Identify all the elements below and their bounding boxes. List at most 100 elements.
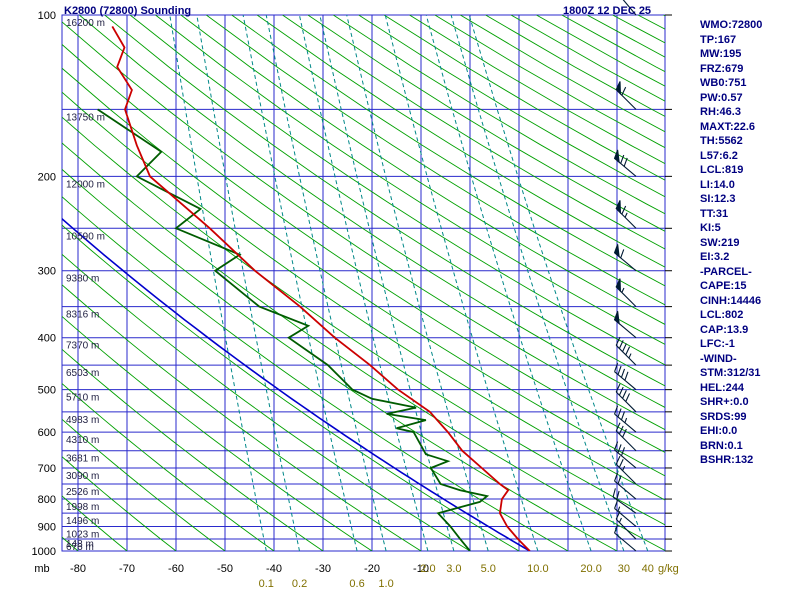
barb-pennant <box>613 244 620 258</box>
dry-adiabat-line <box>307 15 665 232</box>
barb-full <box>625 346 631 356</box>
stat-line: SI:12.3 <box>700 193 736 205</box>
barb-staff <box>614 480 637 500</box>
stat-line: KI:5 <box>700 222 721 234</box>
stat-line: BRN:0.1 <box>700 439 743 452</box>
pressure-tick-label: 700 <box>38 463 56 475</box>
stat-line: L57:6.2 <box>700 149 738 162</box>
barb-pennant <box>615 81 622 96</box>
wind-barb <box>615 200 637 229</box>
barb-staff <box>614 449 637 469</box>
stat-line: LFC:-1 <box>700 338 735 350</box>
stat-line: SHR+:0.0 <box>700 396 749 408</box>
dry-adiabat-line <box>62 196 569 551</box>
temp-tick-label: -80 <box>70 563 86 575</box>
dry-adiabat-line <box>155 15 665 345</box>
barb-half <box>617 506 621 512</box>
wind-barb <box>615 81 637 110</box>
height-label: 8316 m <box>66 310 99 321</box>
temp-tick-label: -60 <box>168 563 184 575</box>
barb-staff <box>612 496 637 514</box>
stat-line: EHI:0.0 <box>700 425 738 437</box>
dry-adiabats <box>62 15 665 551</box>
mixing-ratio-lines <box>169 15 649 551</box>
barb-full <box>615 455 621 465</box>
wind-barb <box>613 244 637 272</box>
mixing-ratio-label: 30 <box>618 563 630 575</box>
plot-clipped-layers <box>62 15 665 551</box>
barb-full <box>618 340 624 349</box>
pressure-tick-label: 1000 <box>32 546 56 558</box>
wind-barb <box>613 311 637 339</box>
barb-full <box>615 422 621 432</box>
stat-line: CINH:14446 <box>700 294 762 307</box>
barb-full <box>614 363 619 372</box>
mixing-ratio-line <box>242 15 358 551</box>
barb-staff <box>615 518 637 540</box>
barb-full <box>617 444 622 454</box>
temp-tick-label: -50 <box>217 563 233 575</box>
dry-adiabat-line <box>256 15 665 268</box>
barb-half <box>624 417 628 423</box>
height-label: 1023 m <box>66 529 99 540</box>
dry-adiabat-line <box>62 315 373 551</box>
barb-full <box>617 408 622 418</box>
height-label: 12000 m <box>66 179 105 190</box>
temperature-axis: -80 -70 -60 -50 -40 -30 -20 -10 <box>70 563 429 575</box>
mixing-ratio-line <box>196 15 300 551</box>
mixing-ratio-line <box>468 15 649 551</box>
barb-full <box>612 488 616 498</box>
barb-half <box>622 465 626 471</box>
stat-line: LI:14.0 <box>700 178 735 191</box>
height-label: 1998 m <box>66 502 99 513</box>
dry-adiabat-line <box>62 91 665 501</box>
pressure-tick-label: 400 <box>38 333 56 345</box>
barb-full <box>622 428 627 438</box>
wind-barb <box>622 0 637 16</box>
barb-pennant <box>613 149 620 164</box>
height-label: 3681 m <box>66 454 99 465</box>
height-label: 676 m <box>66 542 94 553</box>
mixing-ratio-axis: 2.0 3.0 5.0 10.0 20.0 30 40 0.1 0.2 0.6 1.0 g/kg <box>259 563 679 590</box>
stat-line: -PARCEL- <box>700 265 752 278</box>
pressure-unit-label: mb <box>34 563 49 575</box>
pressure-tick-label: 500 <box>38 385 56 397</box>
barb-half <box>628 353 632 359</box>
wind-barb <box>615 422 637 452</box>
mixing-ratio-line <box>384 15 539 551</box>
barb-full <box>625 393 631 402</box>
mixing-ratio-label: 20.0 <box>580 563 601 575</box>
mixing-ratio-line <box>265 15 387 551</box>
barb-full <box>617 365 622 375</box>
barb-staff <box>615 463 637 485</box>
barb-full <box>622 343 627 352</box>
wind-barb <box>613 149 637 177</box>
dewpoint-trace <box>97 108 490 551</box>
dry-adiabat-line <box>62 284 422 551</box>
height-label: 3090 m <box>66 471 99 482</box>
pressure-tick-label: 600 <box>38 427 56 439</box>
barb-full <box>620 447 626 456</box>
wind-barb <box>615 336 637 366</box>
stat-line: -WIND- <box>700 352 737 365</box>
barb-full <box>614 499 619 509</box>
wind-barb <box>612 488 637 514</box>
height-label: 4310 m <box>66 435 99 446</box>
barb-full <box>624 371 629 381</box>
height-label: 1496 m <box>66 516 99 527</box>
mixing-ratio-line <box>169 15 267 551</box>
dry-adiabat-line <box>62 456 177 551</box>
stat-line: WB0:751 <box>700 77 747 89</box>
height-label: 2526 m <box>66 487 99 498</box>
stat-line: LCL:802 <box>700 309 744 321</box>
mixing-ratio-label: 0.1 <box>259 578 274 590</box>
barb-staff <box>615 391 637 413</box>
wind-barb <box>614 441 637 469</box>
dry-adiabat-line <box>104 15 665 387</box>
mixing-ratio-label: 0.2 <box>292 578 307 590</box>
height-label: 6503 m <box>66 368 99 379</box>
parcel-trace <box>62 217 531 551</box>
stat-line: HEL:244 <box>700 381 745 394</box>
dry-adiabat-line <box>62 348 324 551</box>
stat-line: TP:167 <box>700 33 737 46</box>
